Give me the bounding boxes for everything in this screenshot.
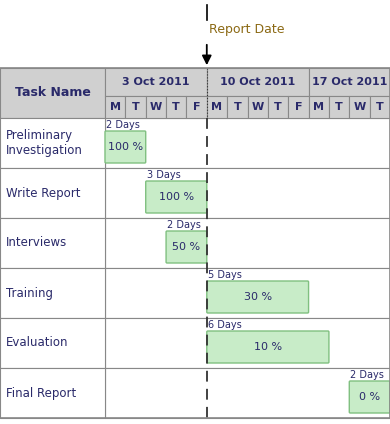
Text: 10 Oct 2011: 10 Oct 2011 [220,77,295,87]
Text: 3 Days: 3 Days [147,170,181,180]
Text: F: F [294,102,302,112]
Text: Task Name: Task Name [14,86,90,100]
FancyBboxPatch shape [349,381,390,413]
Text: T: T [335,102,343,112]
FancyBboxPatch shape [207,331,329,363]
Bar [248,96,268,118]
Text: 0 %: 0 % [359,392,380,402]
Text: Preliminary
Investigation: Preliminary Investigation [6,129,83,157]
Bar [146,96,166,118]
Text: 3 Oct 2011: 3 Oct 2011 [122,77,190,87]
Bar [268,96,288,118]
Bar [105,218,390,268]
Bar [0,118,105,168]
Text: M: M [313,102,324,112]
Bar [207,96,227,118]
Text: 17 Oct 2011: 17 Oct 2011 [312,77,387,87]
Bar [105,268,390,318]
Bar [308,96,329,118]
Text: M: M [211,102,222,112]
Text: W: W [252,102,264,112]
FancyBboxPatch shape [166,231,207,263]
Text: F: F [193,102,200,112]
Bar [105,68,207,96]
Bar [0,318,105,368]
Text: 5 Days: 5 Days [208,270,242,280]
Bar [349,96,370,118]
Text: 100 %: 100 % [159,192,194,202]
Text: T: T [274,102,282,112]
Text: 50 %: 50 % [172,242,200,252]
Bar [105,118,390,168]
FancyBboxPatch shape [207,281,308,313]
Bar [0,218,105,268]
Text: 2 Days: 2 Days [106,120,140,130]
Text: 6 Days: 6 Days [208,320,241,330]
Bar [0,68,105,118]
Bar [308,68,390,96]
Text: 100 %: 100 % [108,142,143,152]
Text: 2 Days: 2 Days [167,220,201,230]
Text: W: W [150,102,162,112]
Bar [207,68,308,96]
Bar [0,268,105,318]
Bar [0,168,105,218]
Bar [227,96,248,118]
Text: T: T [132,102,139,112]
Bar [288,96,308,118]
Bar [329,96,349,118]
Bar [105,96,125,118]
Text: T: T [234,102,241,112]
Bar [370,96,390,118]
Bar [125,96,146,118]
Text: 10 %: 10 % [254,342,282,352]
Bar [186,96,207,118]
Bar [0,68,390,418]
Text: T: T [376,102,384,112]
Text: Evaluation: Evaluation [6,337,69,349]
Bar [105,368,390,418]
FancyBboxPatch shape [146,181,207,213]
Text: Write Report: Write Report [6,187,80,200]
Text: W: W [353,102,365,112]
Text: Interviews: Interviews [6,237,67,249]
Text: T: T [172,102,180,112]
Text: Report Date: Report Date [209,23,284,36]
Bar [105,168,390,218]
Bar [105,318,390,368]
Text: Training: Training [6,287,53,299]
Text: 2 Days: 2 Days [350,370,384,380]
Text: Final Report: Final Report [6,387,76,399]
Bar [0,368,105,418]
Text: M: M [110,102,121,112]
FancyBboxPatch shape [105,131,146,163]
Text: 30 %: 30 % [244,292,272,302]
Bar [166,96,186,118]
